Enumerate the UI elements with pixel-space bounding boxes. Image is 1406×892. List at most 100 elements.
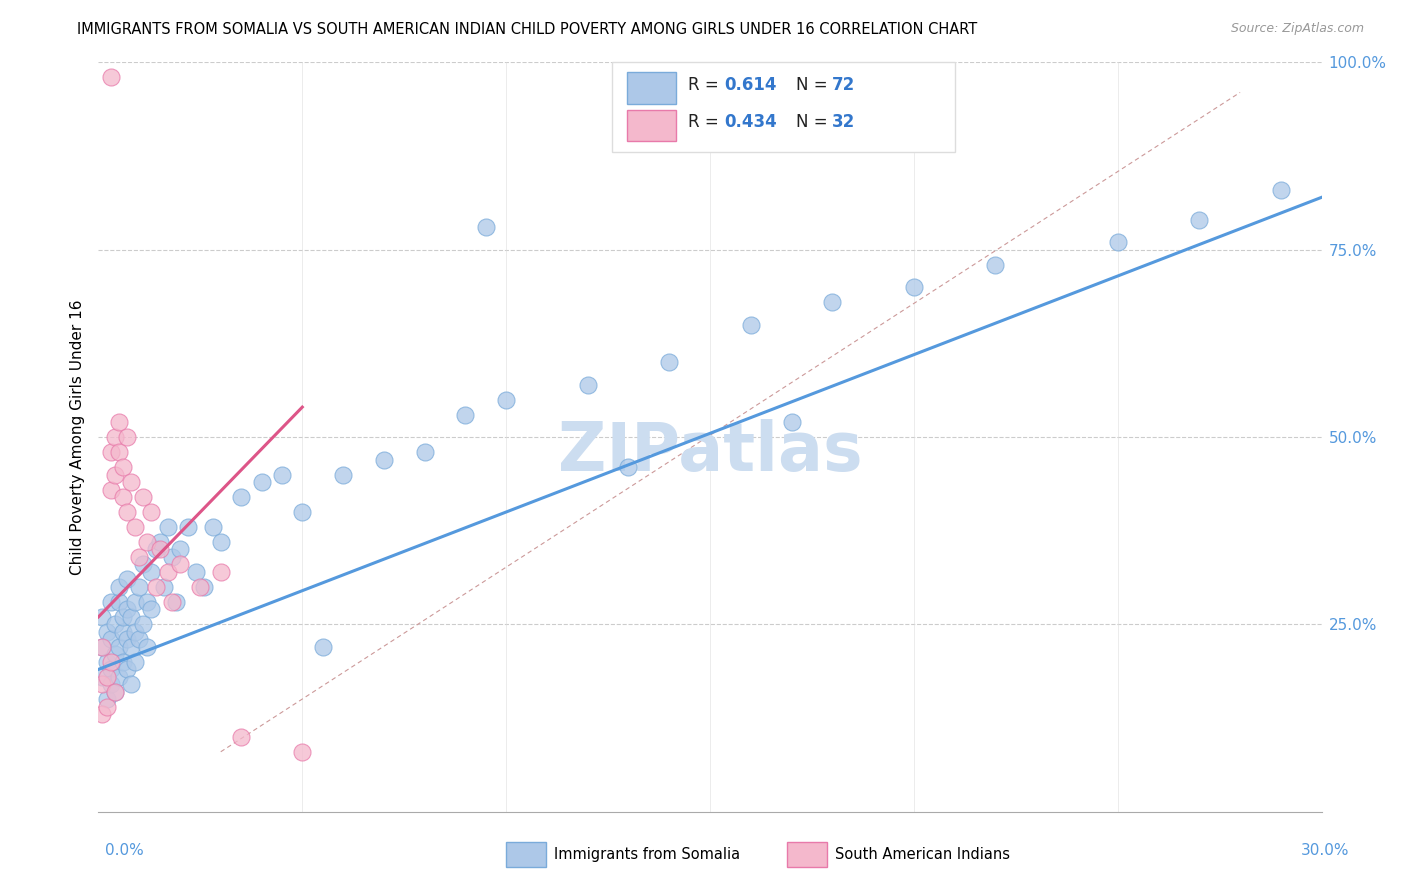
Text: Source: ZipAtlas.com: Source: ZipAtlas.com xyxy=(1230,22,1364,36)
FancyBboxPatch shape xyxy=(612,62,955,153)
Point xyxy=(141,602,163,616)
Text: IMMIGRANTS FROM SOMALIA VS SOUTH AMERICAN INDIAN CHILD POVERTY AMONG GIRLS UNDER: IMMIGRANTS FROM SOMALIA VS SOUTH AMERICA… xyxy=(77,22,977,37)
Point xyxy=(152,580,174,594)
Point xyxy=(821,295,844,310)
Point xyxy=(373,452,395,467)
Point xyxy=(156,520,179,534)
Point xyxy=(100,677,122,691)
Text: 72: 72 xyxy=(832,76,856,94)
Point xyxy=(658,355,681,369)
Point xyxy=(165,595,187,609)
Point xyxy=(100,445,122,459)
Point xyxy=(91,670,114,684)
Point xyxy=(454,408,477,422)
Point xyxy=(169,558,191,572)
Point xyxy=(128,632,150,647)
Point xyxy=(984,258,1007,272)
Text: 32: 32 xyxy=(832,113,856,131)
Point xyxy=(209,535,232,549)
Point xyxy=(231,490,253,504)
Point xyxy=(177,520,200,534)
Point xyxy=(124,595,146,609)
Point xyxy=(141,505,163,519)
Point xyxy=(100,662,122,676)
Point xyxy=(312,640,335,654)
Point xyxy=(104,430,127,444)
Text: N =: N = xyxy=(796,76,832,94)
Point xyxy=(108,595,131,609)
Text: R =: R = xyxy=(688,76,724,94)
Point xyxy=(111,490,134,504)
Point xyxy=(100,70,122,85)
Point xyxy=(186,565,208,579)
Point xyxy=(903,280,925,294)
Point xyxy=(780,415,803,429)
Point xyxy=(136,595,159,609)
Point xyxy=(149,535,172,549)
Point xyxy=(111,460,134,475)
Point xyxy=(474,220,498,235)
Point xyxy=(209,565,232,579)
Text: 0.614: 0.614 xyxy=(724,76,778,94)
Point xyxy=(91,640,114,654)
Point xyxy=(136,640,159,654)
FancyBboxPatch shape xyxy=(627,72,676,103)
Point xyxy=(96,624,118,639)
Point xyxy=(100,655,122,669)
Point xyxy=(120,677,142,691)
Point xyxy=(145,580,167,594)
Point xyxy=(108,580,131,594)
Point xyxy=(120,610,142,624)
Point xyxy=(156,565,179,579)
Point xyxy=(149,542,172,557)
Point xyxy=(111,655,134,669)
Point xyxy=(740,318,762,332)
Text: ZIPatlas: ZIPatlas xyxy=(558,419,862,485)
Point xyxy=(160,549,183,564)
Point xyxy=(104,467,127,482)
Point xyxy=(160,595,183,609)
Point xyxy=(104,685,127,699)
Point xyxy=(231,730,253,744)
Text: 0.0%: 0.0% xyxy=(105,843,145,858)
Point xyxy=(104,685,127,699)
Point xyxy=(108,640,131,654)
Point xyxy=(104,617,127,632)
Text: Immigrants from Somalia: Immigrants from Somalia xyxy=(554,847,740,862)
Point xyxy=(115,505,138,519)
Point xyxy=(250,475,273,489)
Point xyxy=(115,573,138,587)
Point xyxy=(120,640,142,654)
Text: R =: R = xyxy=(688,113,724,131)
Point xyxy=(201,520,224,534)
Point xyxy=(108,670,131,684)
Point xyxy=(132,617,155,632)
Point xyxy=(115,602,138,616)
Point xyxy=(91,707,114,722)
Point xyxy=(115,430,138,444)
Point xyxy=(96,692,118,706)
Point xyxy=(169,542,191,557)
Text: N =: N = xyxy=(796,113,832,131)
FancyBboxPatch shape xyxy=(627,110,676,141)
Point xyxy=(128,580,150,594)
Point xyxy=(291,505,314,519)
Point xyxy=(291,745,314,759)
Point xyxy=(108,415,131,429)
Text: South American Indians: South American Indians xyxy=(835,847,1010,862)
Point xyxy=(1270,183,1292,197)
Point xyxy=(108,445,131,459)
Point xyxy=(128,549,150,564)
Point xyxy=(91,640,114,654)
Text: 30.0%: 30.0% xyxy=(1302,843,1350,858)
Point xyxy=(617,460,640,475)
Point xyxy=(136,535,159,549)
Point xyxy=(124,655,146,669)
Point xyxy=(100,595,122,609)
Point xyxy=(91,610,114,624)
Point xyxy=(96,655,118,669)
Text: 0.434: 0.434 xyxy=(724,113,778,131)
Point xyxy=(120,475,142,489)
Point xyxy=(96,699,118,714)
Y-axis label: Child Poverty Among Girls Under 16: Child Poverty Among Girls Under 16 xyxy=(69,300,84,574)
